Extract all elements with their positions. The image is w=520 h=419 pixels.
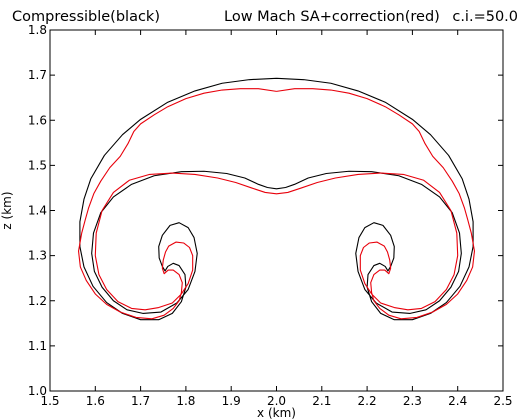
y-axis-ticks: 1.0 1.1 1.2 1.3 1.4 1.5 1.6 1.7 1.8 [28, 23, 503, 398]
y-tick-label: 1.3 [28, 249, 47, 263]
plot-area: 1.5 1.6 1.7 1.8 1.9 2.0 2.1 2.2 2.3 2.4 2.5 1.0 1.1… [28, 23, 513, 408]
y-tick-label: 1.8 [28, 23, 47, 37]
x-tick-label: 2.1 [312, 394, 331, 408]
x-tick-label: 2.3 [403, 394, 422, 408]
series-layer [77, 77, 476, 321]
x-tick-label: 1.6 [86, 394, 105, 408]
y-tick-label: 1.0 [28, 384, 47, 398]
y-tick-label: 1.6 [28, 113, 47, 127]
x-tick-label: 2.4 [448, 394, 467, 408]
x-tick-label: 2.2 [358, 394, 377, 408]
x-axis-ticks: 1.5 1.6 1.7 1.8 1.9 2.0 2.1 2.2 2.3 2.4 2.5 [40, 30, 513, 408]
x-tick-label: 1.5 [40, 394, 59, 408]
x-axis-label: x (km) [257, 406, 296, 419]
x-tick-label: 2.5 [493, 394, 512, 408]
y-tick-label: 1.7 [28, 68, 47, 82]
y-tick-label: 1.5 [28, 158, 47, 172]
y-tick-label: 1.4 [28, 204, 47, 218]
y-axis-label: z (km) [0, 191, 14, 229]
chart-title-right: c.i.=50.0 [452, 9, 518, 25]
contour-line [79, 77, 474, 321]
plot-frame [49, 29, 504, 392]
chart-title-left: Compressible(black) [12, 9, 160, 25]
x-tick-label: 1.8 [176, 394, 195, 408]
contour-line [77, 88, 476, 320]
y-tick-label: 1.2 [28, 294, 47, 308]
y-tick-label: 1.1 [28, 339, 47, 353]
x-tick-label: 1.9 [222, 394, 241, 408]
x-tick-label: 1.7 [131, 394, 150, 408]
chart-title-center: Low Mach SA+correction(red) [224, 9, 440, 25]
x-tick-label: 2.0 [267, 394, 286, 408]
